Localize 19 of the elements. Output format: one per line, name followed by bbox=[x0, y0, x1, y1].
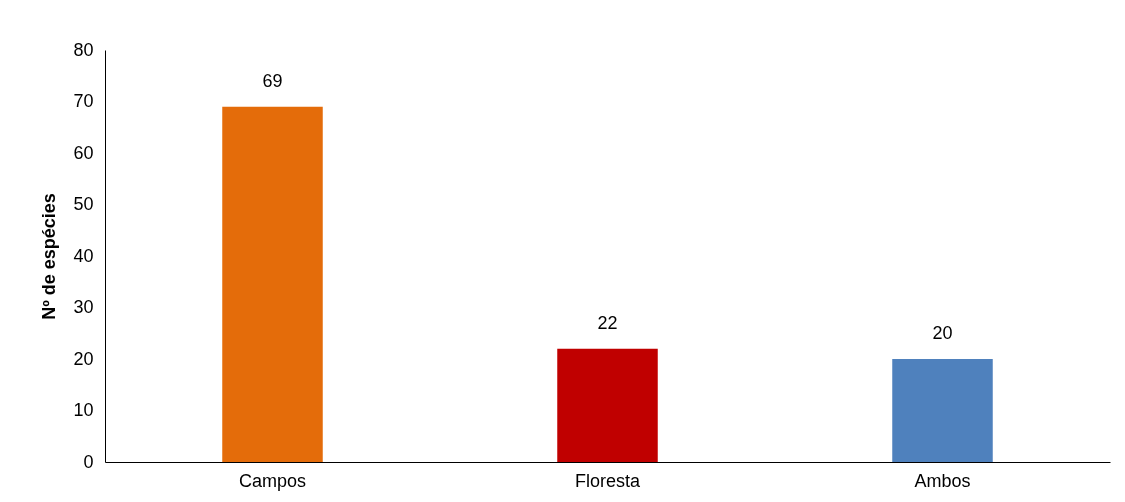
bar bbox=[222, 106, 323, 462]
bar bbox=[557, 348, 658, 462]
data-label: 22 bbox=[597, 312, 618, 333]
y-tick-label: 20 bbox=[73, 348, 94, 369]
x-tick-label: Ambos bbox=[914, 470, 971, 491]
y-tick-label: 40 bbox=[73, 245, 94, 266]
y-axis-title: Nº de espécies bbox=[39, 193, 60, 320]
data-label: 20 bbox=[932, 323, 953, 343]
y-tick-label: 70 bbox=[73, 91, 94, 111]
y-tick-label: 50 bbox=[73, 194, 94, 214]
x-tick-label: Campos bbox=[238, 470, 307, 491]
y-tick-label: 0 bbox=[83, 451, 94, 472]
x-tick-label: Floresta bbox=[574, 470, 641, 491]
y-tick-label: 80 bbox=[73, 39, 94, 60]
y-tick-label: 60 bbox=[73, 142, 94, 163]
y-tick-label: 10 bbox=[73, 400, 94, 420]
bar bbox=[892, 359, 993, 462]
y-tick-label: 30 bbox=[73, 297, 94, 317]
data-label: 69 bbox=[262, 70, 283, 91]
